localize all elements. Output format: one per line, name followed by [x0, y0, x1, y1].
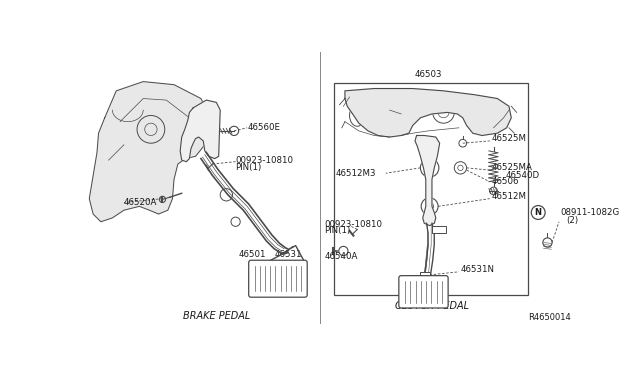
Text: PIN(1): PIN(1) — [324, 227, 351, 235]
FancyBboxPatch shape — [249, 260, 307, 297]
Text: 46501: 46501 — [239, 250, 266, 259]
Text: 46503: 46503 — [414, 70, 442, 79]
Bar — [420, 272, 429, 278]
FancyBboxPatch shape — [399, 276, 448, 308]
Polygon shape — [90, 81, 211, 222]
Text: R4650014: R4650014 — [528, 313, 570, 322]
Text: 46512M: 46512M — [492, 192, 526, 201]
Text: 46560E: 46560E — [247, 123, 280, 132]
Text: 46540A: 46540A — [325, 252, 358, 261]
Bar — [432, 225, 446, 233]
Text: 46531: 46531 — [274, 250, 301, 259]
Text: 46525MA: 46525MA — [492, 163, 532, 172]
Text: BRAKE PEDAL: BRAKE PEDAL — [183, 311, 250, 321]
Bar — [334, 83, 528, 295]
Text: 46506: 46506 — [492, 177, 519, 186]
Text: CLUTCH PEDAL: CLUTCH PEDAL — [395, 301, 469, 311]
Text: 46531N: 46531N — [460, 265, 495, 274]
Text: (2): (2) — [566, 216, 579, 225]
Text: 46512M3: 46512M3 — [336, 169, 376, 178]
Polygon shape — [180, 100, 220, 162]
Polygon shape — [345, 89, 511, 137]
Text: 46520A: 46520A — [124, 198, 157, 207]
Text: 46540D: 46540D — [505, 171, 540, 180]
Text: 08911-1082G: 08911-1082G — [561, 208, 620, 217]
Polygon shape — [415, 135, 440, 225]
Text: 46525M: 46525M — [492, 134, 526, 143]
Text: PIN(1): PIN(1) — [236, 163, 262, 171]
Text: N: N — [534, 208, 541, 217]
Text: 00923-10810: 00923-10810 — [236, 155, 294, 165]
Text: 00923-10810: 00923-10810 — [324, 219, 382, 228]
